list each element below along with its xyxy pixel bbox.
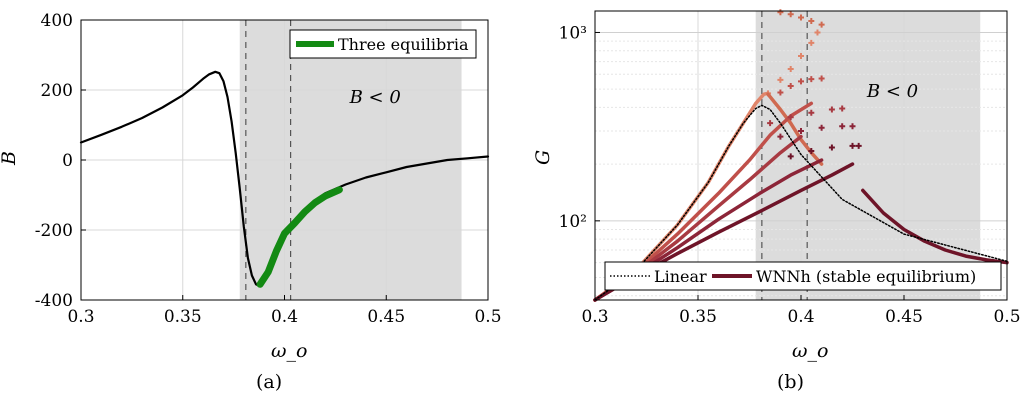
b-series-line: [766, 92, 824, 166]
b-unstable-marker: [818, 21, 825, 28]
a-dashed-lines: [245, 20, 292, 300]
panel-a: 0.3 0.35 0.4 0.45 0.5 -400 -200 0 200 400 B < 0 T…: [0, 11, 502, 393]
a-series-line: [79, 70, 490, 288]
b-unstable-marker: [798, 14, 804, 21]
a-ytick-label: -200: [35, 221, 73, 241]
panel-b: 0.3 0.35 0.4 0.45 0.5 10² 10³ B < 0 Linear WNN…: [532, 9, 1021, 393]
a-xtick-label: 0.45: [367, 307, 405, 327]
b-unstable-marker: [787, 114, 794, 121]
a-xtick-label: 0.5: [474, 307, 501, 327]
b-ticks: 0.3 0.35 0.4 0.45 0.5 10² 10³: [559, 23, 1021, 327]
b-unstable-marker: [767, 120, 774, 127]
b-unstable-marker: [818, 124, 825, 131]
b-ylabel: G: [532, 150, 554, 165]
b-unstable-marker: [849, 123, 856, 130]
b-unstable-marker: [798, 78, 804, 85]
b-legend-label-linear: Linear: [654, 267, 707, 286]
b-legend-label-wnnh: WNNh (stable equilibrium): [756, 267, 976, 286]
b-xtick-label: 0.35: [679, 307, 717, 327]
b-unstable-marker: [777, 76, 784, 83]
a-ytick-label: 400: [41, 11, 73, 31]
a-xtick-label: 0.35: [164, 307, 202, 327]
b-xlabel: ω_o: [792, 340, 828, 362]
b-unstable-marker: [839, 105, 846, 112]
b-unstable-marker: [808, 147, 815, 154]
b-unstable-marker: [777, 89, 784, 96]
b-unstable-marker: [808, 18, 815, 25]
b-series-line: [861, 188, 1009, 265]
b-unstable-marker: [798, 52, 804, 59]
b-unstable-marker: [808, 76, 815, 83]
a-xtick-label: 0.4: [271, 307, 298, 327]
b-unstable-marker: [818, 75, 825, 82]
b-unstable-marker: [828, 144, 835, 151]
b-unstable-marker: [849, 142, 856, 149]
a-ylabel: B: [0, 151, 20, 166]
b-xtick-label: 0.45: [885, 307, 923, 327]
b-unstable-marker: [808, 109, 815, 116]
b-unstable-marker: [814, 29, 821, 36]
a-ticks: 0.3 0.35 0.4 0.45 0.5 -400 -200 0 200 400: [35, 11, 502, 327]
b-caption: (b): [777, 371, 804, 393]
a-series: [79, 70, 490, 288]
b-unstable-marker: [839, 123, 846, 130]
b-dashed-lines: [761, 11, 808, 300]
b-xtick-label: 0.5: [993, 307, 1020, 327]
b-ytick-label: 10³: [559, 23, 587, 43]
b-legend-box: [604, 261, 1002, 291]
a-ytick-label: 0: [62, 151, 73, 171]
b-xtick-label: 0.3: [581, 307, 608, 327]
a-legend: Three equilibria: [289, 29, 477, 59]
b-ytick-label: 10²: [559, 212, 587, 232]
b-unstable-marker: [787, 153, 794, 160]
b-unstable-marker: [777, 133, 784, 140]
b-unstable-marker: [808, 39, 815, 46]
b-series-line: [594, 104, 1008, 301]
b-unstable-marker: [828, 106, 835, 113]
b-annotation: B < 0: [866, 81, 918, 102]
b-legend: Linear WNNh (stable equilibrium): [604, 261, 1002, 291]
a-annotation: B < 0: [349, 87, 401, 108]
b-unstable-marker: [787, 11, 794, 18]
b-unstable-marker: [787, 65, 794, 72]
a-xtick-label: 0.3: [67, 307, 94, 327]
b-unstable-marker: [798, 127, 804, 134]
a-caption: (a): [256, 371, 282, 393]
a-xlabel: ω_o: [271, 340, 307, 362]
a-legend-label: Three equilibria: [338, 35, 469, 54]
b-unstable-marker: [787, 82, 794, 89]
a-ytick-label: 200: [41, 81, 73, 101]
b-xtick-label: 0.4: [787, 307, 814, 327]
a-ytick-label: -400: [35, 291, 73, 311]
b-unstable-marker: [855, 142, 862, 149]
b-unstable-marker: [777, 9, 784, 16]
a-series-line: [256, 186, 343, 288]
